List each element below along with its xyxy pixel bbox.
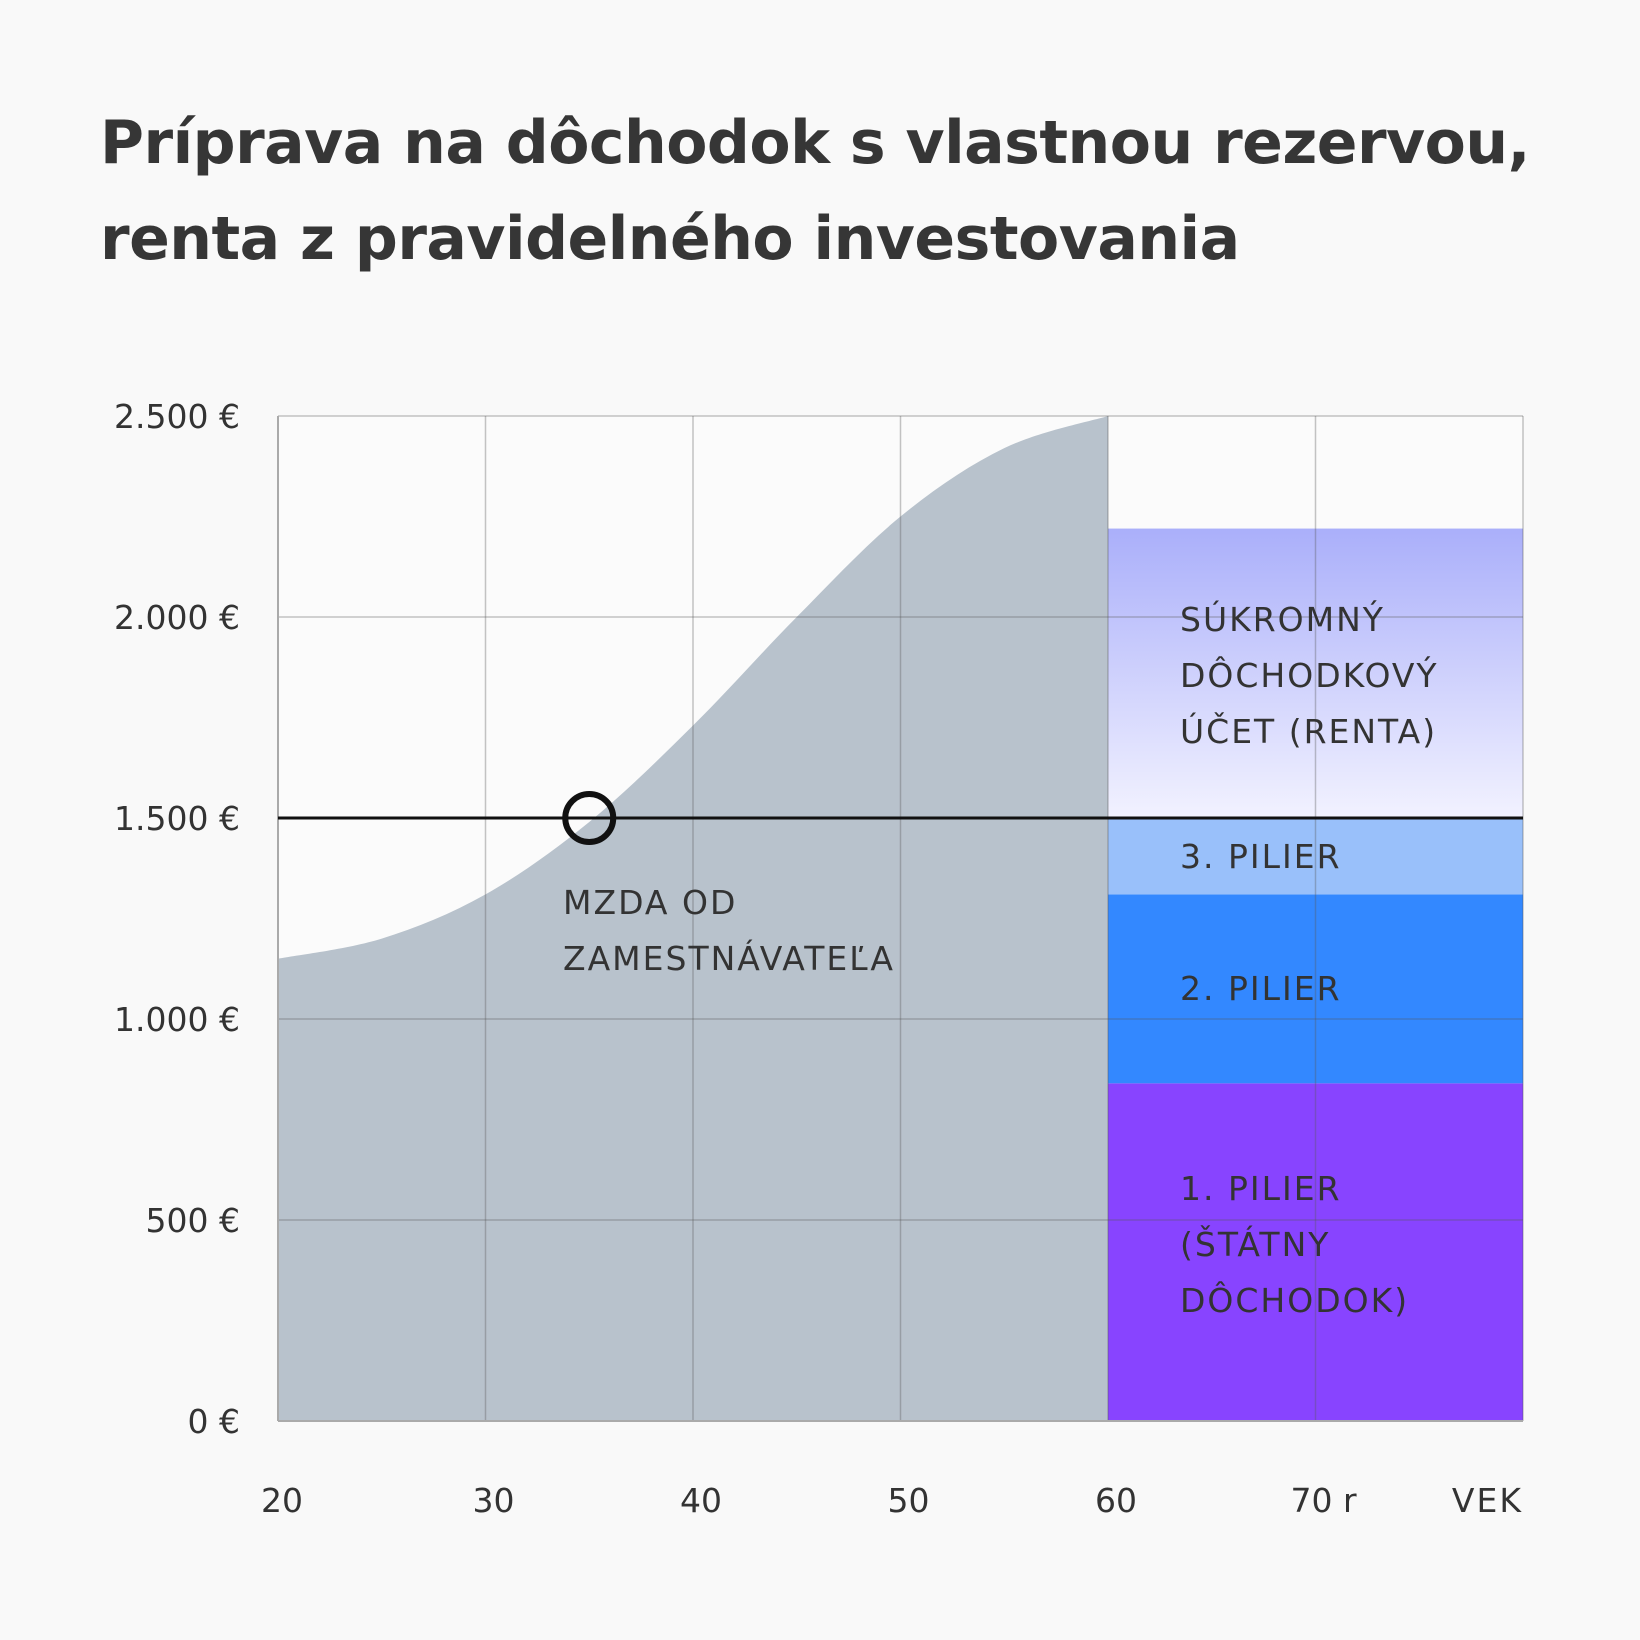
x-tick-label: 70 r	[1290, 1481, 1356, 1520]
y-tick-label: 2.500 €	[114, 397, 240, 436]
wage-label: MZDA OD	[563, 883, 737, 922]
y-tick-label: 0 €	[188, 1402, 240, 1441]
wage-area	[278, 416, 1108, 1421]
x-axis-label: VEK	[1452, 1481, 1523, 1520]
wage-label: ZAMESTNÁVATEĽA	[563, 938, 895, 978]
segment-label-2-pilier: 2. PILIER	[1180, 969, 1342, 1008]
segment-label-sukromny: SÚKROMNÝ	[1180, 599, 1385, 639]
x-tick-label: 30	[473, 1481, 515, 1520]
x-tick-label: 40	[680, 1481, 722, 1520]
segment-label-3-pilier: 3. PILIER	[1180, 837, 1342, 876]
wage-marker	[562, 791, 617, 845]
segment-2-pilier	[1108, 894, 1523, 1084]
segment-label-1-pilier: DÔCHODOK)	[1180, 1280, 1409, 1320]
segment-label-sukromny: ÚČET (RENTA)	[1180, 711, 1437, 751]
segment-sukromny	[1108, 528, 1523, 818]
x-tick-label: 60	[1095, 1481, 1137, 1520]
y-tick-label: 500 €	[146, 1201, 240, 1240]
y-tick-label: 2.000 €	[114, 598, 240, 637]
segment-1-pilier	[1108, 1083, 1523, 1421]
segment-label-sukromny: DÔCHODKOVÝ	[1180, 655, 1439, 695]
chart-title: Príprava na dôchodok s vlastnou rezervou…	[100, 95, 1560, 287]
x-tick-label: 20	[261, 1481, 303, 1520]
segment-label-1-pilier: 1. PILIER	[1180, 1169, 1342, 1208]
chart-title-line-1: Príprava na dôchodok s vlastnou rezervou…	[100, 108, 1530, 178]
x-tick-label: 50	[888, 1481, 930, 1520]
chart-title-line-2: renta z pravidelného investovania	[100, 204, 1240, 274]
y-tick-label: 1.000 €	[114, 1000, 240, 1039]
segment-3-pilier	[1108, 818, 1523, 895]
y-tick-label: 1.500 €	[114, 799, 240, 838]
segment-label-1-pilier: (ŠTÁTNY	[1180, 1224, 1330, 1264]
